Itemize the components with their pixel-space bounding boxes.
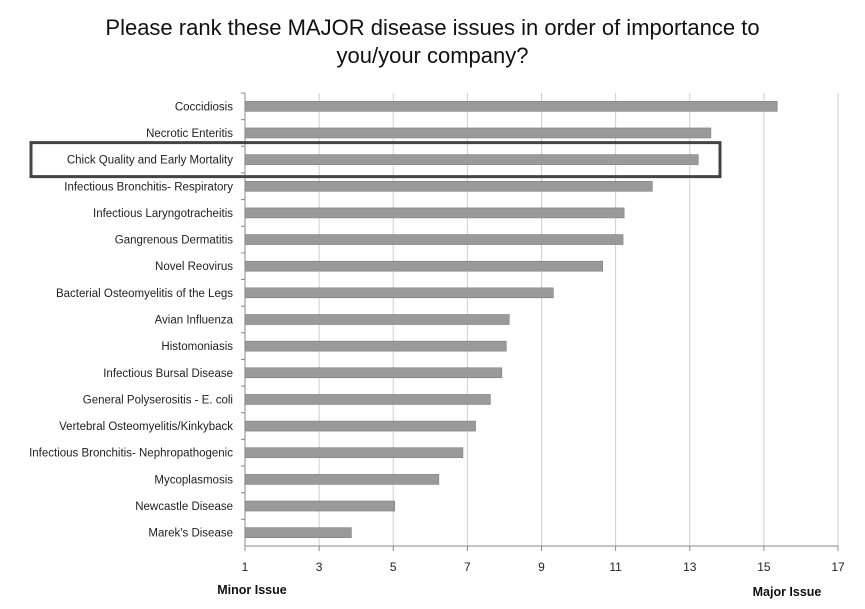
category-label: Infectious Bronchitis- Respiratory [64,181,233,193]
bar [244,447,464,459]
x-label-major: Major Issue [753,585,822,599]
x-tick-label: 11 [609,560,622,574]
x-tick-label: 1 [242,560,249,574]
x-tick-label: 13 [683,560,697,574]
bar [244,287,554,299]
category-label: Gangrenous Dermatitis [115,235,233,247]
bar [244,420,476,432]
x-tick-label: 17 [831,560,845,574]
bar [244,340,507,352]
chart-title: Please rank these MAJOR disease issues i… [0,14,865,70]
bar [244,314,510,325]
category-label: Novel Reovirus [155,261,233,273]
bar [244,260,603,272]
x-tick-label: 7 [464,560,471,574]
category-label: Mycoplasmosis [154,474,233,486]
x-tick-label: 3 [316,560,323,574]
category-label: Histomoniasis [161,341,233,353]
x-tick-label: 15 [757,560,771,574]
x-tick-label: 5 [390,560,397,574]
bar [244,127,712,139]
chart-title-line-2: you/your company? [336,43,529,68]
category-label: Infectious Bursal Disease [103,368,233,380]
category-label: General Polyserositis - E. coli [83,394,233,406]
bar [244,394,491,405]
category-label: Necrotic Enteritis [146,128,233,140]
bar [244,101,778,112]
category-label: Vertebral Osteomyelitis/Kinkyback [59,421,233,433]
category-label: Chick Quality and Early Mortality [67,155,233,167]
bar [244,180,653,192]
bar [244,367,503,379]
bar [244,500,396,512]
bar [244,474,440,485]
category-label: Newcastle Disease [135,501,233,513]
category-label: Coccidiosis [175,101,233,113]
chart-title-line-1: Please rank these MAJOR disease issues i… [105,15,760,40]
bar [244,154,699,165]
category-label: Infectious Bronchitis- Nephropathogenic [29,448,233,460]
category-label: Infectious Laryngotracheitis [93,208,233,220]
bar [244,527,352,538]
category-label: Bacterial Osteomyelitis of the Legs [56,288,233,300]
highlight-box [29,141,722,179]
bar [244,207,625,219]
category-label: Avian Influenza [155,315,234,327]
x-label-minor: Minor Issue [217,583,287,597]
category-label: Marek's Disease [148,528,233,540]
x-tick-label: 9 [538,560,545,574]
bar [244,234,624,245]
